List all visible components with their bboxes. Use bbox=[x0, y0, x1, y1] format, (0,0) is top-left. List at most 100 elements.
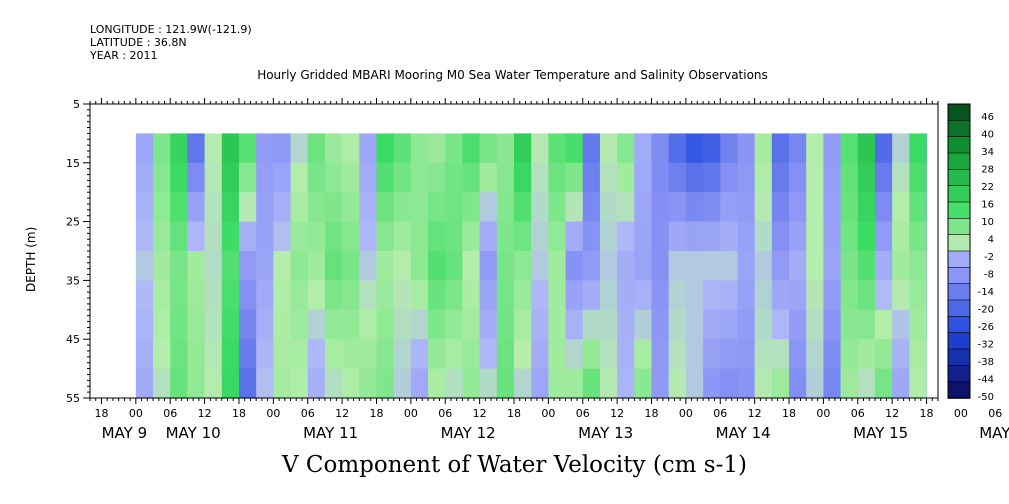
heatmap-cell bbox=[840, 221, 859, 252]
heatmap-cell bbox=[170, 221, 189, 252]
heatmap-cell bbox=[514, 251, 532, 281]
heatmap-cell bbox=[462, 162, 481, 193]
heatmap-cell bbox=[479, 133, 498, 164]
heatmap-cell bbox=[187, 251, 206, 281]
heatmap-cell bbox=[496, 221, 515, 252]
heatmap-cell bbox=[720, 339, 739, 370]
heatmap-cell bbox=[393, 133, 412, 164]
heatmap-cell bbox=[926, 339, 928, 370]
x-hour-label: 00 bbox=[679, 407, 693, 420]
heatmap-cell bbox=[221, 251, 240, 281]
heatmap-cell bbox=[324, 133, 343, 164]
heatmap-cell bbox=[496, 251, 515, 281]
heatmap-cell bbox=[496, 192, 515, 223]
y-tick-label: 15 bbox=[66, 157, 80, 170]
longitude-label: LONGITUDE : 121.9W(-121.9) bbox=[90, 23, 252, 36]
heatmap-cell bbox=[204, 133, 223, 164]
heatmap-cell bbox=[806, 162, 825, 193]
heatmap-cell bbox=[651, 162, 670, 193]
heatmap-cell bbox=[393, 192, 412, 223]
heatmap-cell bbox=[617, 192, 635, 223]
heatmap-cell bbox=[548, 162, 567, 193]
colorbar-label: 40 bbox=[981, 130, 994, 141]
heatmap-cell bbox=[823, 368, 842, 399]
colorbar-label: -26 bbox=[978, 322, 994, 333]
heatmap-cell bbox=[599, 368, 618, 399]
heatmap-cell bbox=[823, 162, 842, 193]
heatmap-cell bbox=[479, 251, 498, 281]
heatmap-cell bbox=[307, 339, 326, 370]
heatmap-cell bbox=[376, 339, 395, 370]
colorbar-swatch bbox=[947, 136, 971, 154]
heatmap-cell bbox=[324, 280, 343, 311]
colorbar-swatch bbox=[947, 348, 971, 367]
heatmap-cell bbox=[342, 339, 360, 370]
heatmap-cell bbox=[703, 309, 721, 340]
heatmap-cell bbox=[926, 280, 928, 311]
heatmap-cell bbox=[479, 162, 498, 193]
colorbar: 46 40 34 28 22 16 10 4 -2 -8 -14 -20 -26 -32 -38 -44 -50 bbox=[947, 103, 994, 403]
heatmap-cell bbox=[153, 162, 171, 193]
heatmap-cell bbox=[806, 368, 825, 399]
heatmap-cell bbox=[754, 162, 773, 193]
heatmap-cell bbox=[617, 339, 635, 370]
heatmap-cell bbox=[393, 368, 412, 399]
heatmap-cell bbox=[359, 192, 378, 223]
heatmap-cell bbox=[840, 280, 859, 311]
x-hour-label: 12 bbox=[335, 407, 349, 420]
heatmap-cell bbox=[514, 192, 532, 223]
heatmap-cell bbox=[651, 368, 670, 399]
heatmap-cell bbox=[874, 133, 893, 164]
heatmap-cell bbox=[342, 162, 360, 193]
heatmap-cell bbox=[342, 192, 360, 223]
heatmap-cell bbox=[187, 162, 206, 193]
heatmap-cell bbox=[428, 368, 446, 399]
heatmap-cell bbox=[823, 251, 842, 281]
heatmap-cell bbox=[617, 368, 635, 399]
heatmap-cell bbox=[445, 309, 464, 340]
heatmap-cell bbox=[273, 221, 292, 252]
heatmap-cell bbox=[273, 251, 292, 281]
heatmap-cell bbox=[376, 192, 395, 223]
heatmap-cell bbox=[376, 221, 395, 252]
heatmap-cell bbox=[737, 368, 756, 399]
heatmap-cell bbox=[874, 280, 893, 311]
heatmap-cell bbox=[789, 192, 807, 223]
heatmap-cell bbox=[342, 309, 360, 340]
heatmap-cell bbox=[514, 133, 532, 164]
heatmap-cell bbox=[273, 339, 292, 370]
heatmap-cell bbox=[840, 251, 859, 281]
heatmap-cell bbox=[479, 221, 498, 252]
colorbar-label: 10 bbox=[981, 217, 994, 228]
heatmap-cell bbox=[290, 309, 309, 340]
heatmap-cell bbox=[531, 221, 549, 252]
heatmap-cell bbox=[634, 221, 653, 252]
heatmap-cell bbox=[823, 309, 842, 340]
heatmap-cell bbox=[479, 368, 498, 399]
heatmap-cell bbox=[926, 162, 928, 193]
heatmap-cell bbox=[238, 221, 257, 252]
heatmap-cell bbox=[703, 251, 721, 281]
heatmap-cell bbox=[531, 339, 549, 370]
heatmap-cell bbox=[428, 251, 446, 281]
x-hour-label: 12 bbox=[198, 407, 212, 420]
x-hour-label: 00 bbox=[129, 407, 143, 420]
heatmap-cell bbox=[135, 192, 154, 223]
heatmap-cell bbox=[720, 162, 739, 193]
heatmap-cell bbox=[703, 192, 721, 223]
heatmap-cell bbox=[428, 339, 446, 370]
heatmap-cell bbox=[307, 280, 326, 311]
heatmap-cell bbox=[170, 133, 189, 164]
heatmap-cell bbox=[531, 192, 549, 223]
heatmap-cell bbox=[153, 339, 171, 370]
heatmap-cell bbox=[617, 133, 635, 164]
heatmap-cell bbox=[238, 339, 257, 370]
heatmap-cell bbox=[582, 368, 601, 399]
heatmap-cell bbox=[153, 251, 171, 281]
heatmap-cell bbox=[256, 162, 274, 193]
heatmap-cell bbox=[221, 309, 240, 340]
heatmap-cell bbox=[599, 192, 618, 223]
heatmap-cell bbox=[428, 133, 446, 164]
heatmap-cell bbox=[909, 221, 928, 252]
